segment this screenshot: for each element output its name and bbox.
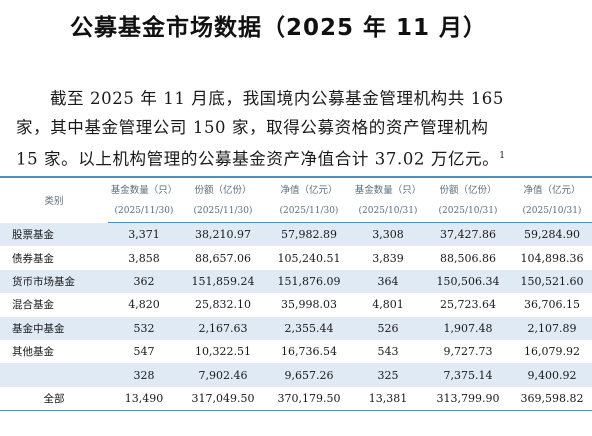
header-date: (2025/10/31): [512, 200, 592, 223]
table-cell: 7,902.46: [180, 363, 266, 387]
table-cell: 369,598.82: [512, 386, 592, 412]
table-cell: 104,898.36: [520, 251, 584, 265]
table-cell: 88,657.06: [195, 251, 251, 265]
table-cell: 59,284.90: [512, 222, 592, 247]
row-category: 货币市场基金: [0, 269, 108, 294]
table-cell: 151,876.09: [266, 269, 352, 294]
header-shares-nov: 份额（亿份）: [180, 176, 266, 200]
table-cell: 35,998.03: [281, 298, 337, 312]
table-row: 混合基金 4,820 25,832.10 35,998.03 4,801 25,…: [0, 293, 592, 316]
table-cell: 1,907.48: [424, 316, 512, 340]
header-count-oct: 基金数量（只）: [352, 176, 424, 200]
table-cell: 2,107.89: [512, 316, 592, 340]
table-cell: 151,859.24: [180, 269, 266, 294]
table-cell: 313,799.90: [424, 386, 512, 412]
table-header-date-row: (2025/11/30) (2025/11/30) (2025/11/30) (…: [0, 200, 592, 223]
table-total-row: 全部 13,490 317,049.50 370,179.50 13,381 3…: [0, 386, 592, 412]
table-cell: 38,210.97: [180, 222, 266, 247]
summary-line-3: 15 家。以上机构管理的公募基金资产净值合计 37.02 万亿元。1: [16, 142, 576, 174]
table-row: 债券基金 3,858 88,657.06 105,240.51 3,839 88…: [0, 246, 592, 269]
table-cell: 4,820: [128, 298, 160, 312]
table-cell: 88,506.86: [440, 251, 496, 265]
table-cell: 150,506.34: [424, 269, 512, 294]
table-cell: 325: [352, 363, 424, 387]
table-cell: 526: [352, 316, 424, 340]
table-cell: 37,427.86: [424, 222, 512, 247]
table-cell: 364: [352, 269, 424, 294]
table-cell: 4,801: [372, 298, 404, 312]
header-date: (2025/11/30): [266, 200, 352, 223]
header-date: (2025/11/30): [180, 200, 266, 223]
row-category: 基金中基金: [0, 316, 108, 340]
summary-line-1: 截至 2025 年 11 月底，我国境内公募基金管理机构共 165: [50, 89, 505, 108]
table-cell: 532: [108, 316, 180, 340]
table-cell: 543: [377, 345, 399, 359]
table-cell: 547: [133, 345, 155, 359]
header-count-nov: 基金数量（只）: [108, 176, 180, 200]
summary-line-3-text: 15 家。以上机构管理的公募基金资产净值合计 37.02 万亿元。: [16, 149, 500, 169]
header-nav-oct: 净值（亿元）: [512, 176, 592, 200]
fund-data-table: 类别 基金数量（只） 份额（亿份） 净值（亿元） 基金数量（只） 份额（亿份） …: [0, 176, 592, 412]
table-cell: 3,308: [352, 222, 424, 247]
table-cell: 3,371: [108, 222, 180, 247]
row-category: 混合基金: [12, 299, 54, 312]
header-date: (2025/11/30): [108, 200, 180, 223]
table-row: 其他基金 547 10,322.51 16,736.54 543 9,727.7…: [0, 340, 592, 363]
summary-paragraph: 截至 2025 年 11 月底，我国境内公募基金管理机构共 165 家，其中基金…: [16, 84, 576, 174]
row-category: 其他基金: [12, 346, 54, 359]
table-cell: 370,179.50: [266, 386, 352, 412]
footnote-marker: 1: [499, 151, 506, 161]
row-category: [0, 363, 108, 387]
table-cell: 25,723.64: [440, 298, 496, 312]
header-date: (2025/10/31): [424, 200, 512, 223]
table-row: 货币市场基金 362 151,859.24 151,876.09 364 150…: [0, 269, 592, 294]
table-cell: 317,049.50: [180, 386, 266, 412]
table-row: 股票基金 3,371 38,210.97 57,982.89 3,308 37,…: [0, 222, 592, 247]
table-cell: 13,381: [352, 386, 424, 412]
table-cell: 7,375.14: [424, 363, 512, 387]
table-row: 基金中基金 532 2,167.63 2,355.44 526 1,907.48…: [0, 316, 592, 340]
table-cell: 328: [108, 363, 180, 387]
header-nav-nov: 净值（亿元）: [266, 176, 352, 200]
header-shares-oct: 份额（亿份）: [424, 176, 512, 200]
table-row: 328 7,902.46 9,657.26 325 7,375.14 9,400…: [0, 363, 592, 387]
table-cell: 9,727.73: [443, 345, 493, 359]
table-cell: 2,355.44: [266, 316, 352, 340]
table-cell: 9,400.92: [512, 363, 592, 387]
table-header-row: 类别 基金数量（只） 份额（亿份） 净值（亿元） 基金数量（只） 份额（亿份） …: [0, 176, 592, 223]
table-cell: 57,982.89: [266, 222, 352, 247]
row-category: 股票基金: [0, 222, 108, 247]
table-cell: 36,706.15: [524, 298, 580, 312]
table-cell: 9,657.26: [266, 363, 352, 387]
header-date: (2025/10/31): [352, 200, 424, 223]
table-cell: 3,858: [128, 251, 160, 265]
table-cell: 16,736.54: [281, 345, 337, 359]
table-cell: 362: [108, 269, 180, 294]
header-category: 类别: [0, 176, 108, 223]
table-cell: 16,079.92: [524, 345, 580, 359]
table-cell: 25,832.10: [195, 298, 251, 312]
row-category: 债券基金: [12, 252, 54, 265]
table-cell: 3,839: [372, 251, 404, 265]
table-cell: 2,167.63: [180, 316, 266, 340]
table-cell: 10,322.51: [195, 345, 251, 359]
page-title: 公募基金市场数据（2025 年 11 月）: [70, 15, 488, 41]
row-category: 全部: [0, 386, 108, 412]
table-cell: 150,521.60: [512, 269, 592, 294]
table-cell: 105,240.51: [277, 251, 341, 265]
summary-line-2: 家，其中基金管理公司 150 家，取得公募资格的资产管理机构: [16, 118, 489, 137]
table-cell: 13,490: [108, 386, 180, 412]
